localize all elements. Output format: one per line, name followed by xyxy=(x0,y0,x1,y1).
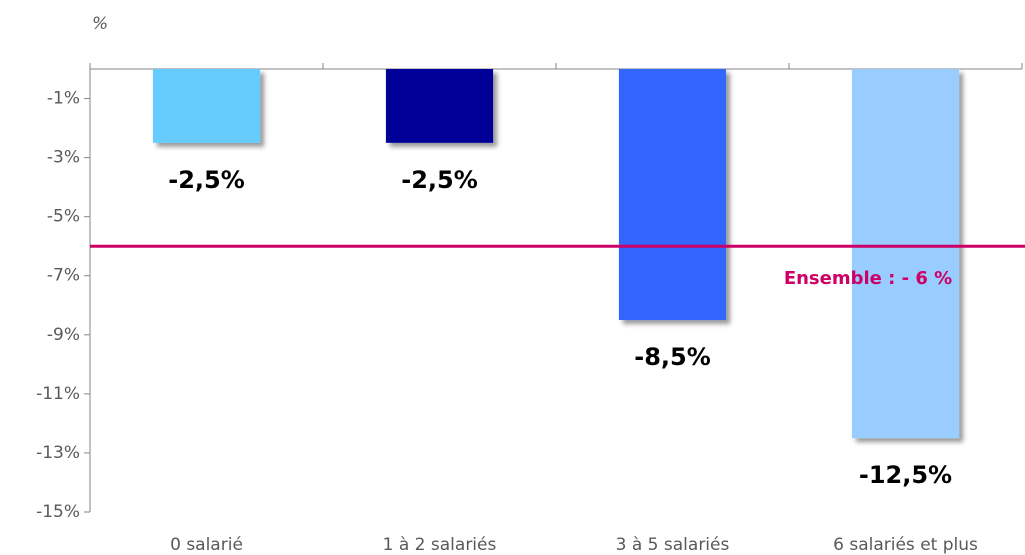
y-tick-label: -9% xyxy=(47,325,80,345)
value-label: -2,5% xyxy=(401,166,478,194)
y-tick-label: -5% xyxy=(47,207,80,227)
bar xyxy=(385,69,494,143)
value-label: -2,5% xyxy=(168,166,245,194)
y-tick-label: -13% xyxy=(36,443,80,463)
y-tick-label: -3% xyxy=(47,148,80,168)
y-unit-label: % xyxy=(92,14,108,34)
bar xyxy=(851,69,960,439)
bar xyxy=(152,69,261,143)
x-tick-label: 0 salarié xyxy=(170,535,243,555)
x-tick-label: 6 salariés et plus xyxy=(833,535,978,555)
y-tick-label: -7% xyxy=(47,266,80,286)
value-label: -12,5% xyxy=(859,461,952,489)
value-label: -8,5% xyxy=(634,343,711,371)
y-tick-label: -15% xyxy=(36,502,80,522)
bar xyxy=(618,69,727,321)
x-tick-label: 1 à 2 salariés xyxy=(383,535,497,555)
y-tick-label: -11% xyxy=(36,384,80,404)
reference-label: Ensemble : - 6 % xyxy=(784,268,952,289)
y-tick-label: -1% xyxy=(47,89,80,109)
x-tick-label: 3 à 5 salariés xyxy=(616,535,730,555)
